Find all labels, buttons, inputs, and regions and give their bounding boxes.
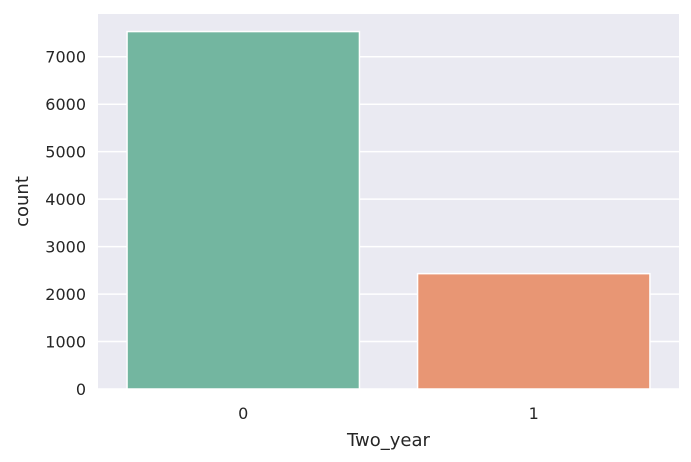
y-tick-label: 0 (76, 380, 86, 399)
x-tick-label: 0 (238, 404, 248, 423)
y-tick-label: 3000 (45, 238, 86, 257)
bar-1 (416, 272, 651, 390)
bars (126, 30, 651, 390)
y-axis-label: count (12, 176, 33, 227)
y-tick-labels: 0 1000 2000 3000 4000 5000 6000 7000 (45, 48, 86, 399)
y-tick-label: 1000 (45, 333, 86, 352)
y-tick-label: 5000 (45, 143, 86, 162)
y-tick-label: 7000 (45, 48, 86, 67)
x-tick-label: 1 (529, 404, 539, 423)
y-tick-label: 4000 (45, 190, 86, 209)
bar-0 (126, 30, 361, 390)
y-tick-label: 2000 (45, 285, 86, 304)
x-axis-label: Two_year (346, 430, 431, 451)
y-tick-label: 6000 (45, 95, 86, 114)
